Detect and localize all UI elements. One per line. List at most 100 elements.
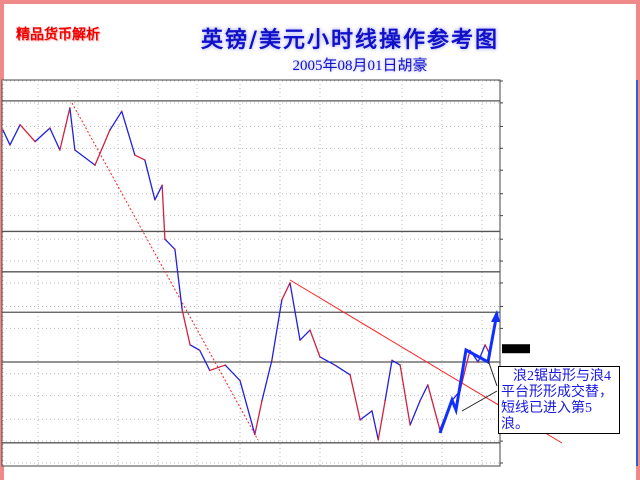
- price-point: [208, 369, 211, 372]
- price-point: [391, 359, 393, 362]
- price-point: [94, 164, 96, 166]
- price-segment: [121, 111, 136, 156]
- price-segment: [209, 364, 226, 372]
- price-point: [189, 344, 191, 346]
- price-segment: [189, 344, 201, 351]
- pointer-line: [487, 359, 498, 387]
- page-title: 英镑/美元小时线操作参考图: [200, 27, 500, 53]
- price-point: [427, 384, 429, 386]
- price-point: [477, 361, 479, 363]
- price-point: [154, 199, 156, 201]
- price-segment: [181, 309, 191, 346]
- price-point: [181, 309, 183, 311]
- price-segment: [174, 249, 183, 310]
- price-segment: [349, 374, 361, 421]
- price-point: [254, 433, 256, 436]
- price-segment: [154, 185, 163, 201]
- price-segment: [261, 360, 273, 401]
- price-point: [161, 184, 163, 187]
- price-segment: [239, 380, 256, 435]
- price-segment: [391, 359, 401, 366]
- price-segment: [419, 384, 429, 402]
- price-segment: [271, 299, 283, 361]
- price-segment: [144, 159, 156, 200]
- price-point: [289, 282, 291, 284]
- price-segment: [161, 185, 166, 240]
- price-point: [319, 356, 321, 358]
- price-point: [120, 110, 123, 113]
- price-point: [9, 144, 11, 146]
- current-price-box: [502, 344, 530, 354]
- price-segment: [359, 410, 373, 421]
- price-point: [261, 399, 263, 402]
- price-point: [409, 424, 411, 426]
- price-point: [299, 339, 301, 341]
- price-point: [174, 248, 176, 251]
- price-segment: [59, 107, 71, 151]
- price-segment: [409, 400, 421, 426]
- price-point: [59, 149, 61, 151]
- price-point: [371, 410, 373, 412]
- price-segment: [384, 360, 393, 401]
- price-point: [334, 364, 336, 366]
- price-point: [49, 127, 51, 129]
- price-segment: [289, 282, 301, 341]
- price-segment: [377, 400, 386, 440]
- price-point: [164, 238, 166, 240]
- price-point: [384, 399, 386, 402]
- wave-annotation: 浪2锯齿形与浪4平台形形成交替，短线已进入第5浪。: [498, 366, 620, 434]
- price-point: [419, 399, 421, 402]
- price-segment: [299, 329, 311, 341]
- price-segment: [199, 349, 211, 371]
- price-segment: [69, 107, 76, 151]
- price-point: [34, 140, 36, 143]
- price-segment: [254, 400, 263, 435]
- arrowhead-icon: [491, 310, 500, 322]
- price-segment: [281, 282, 291, 301]
- wave-projection-line: [438, 312, 499, 434]
- price-point: [144, 159, 146, 161]
- price-segment: [19, 124, 36, 143]
- price-point: [484, 344, 486, 346]
- price-segment: [319, 356, 336, 366]
- price-point: [271, 359, 273, 362]
- price-point: [109, 129, 111, 131]
- price-point: [69, 107, 71, 109]
- price-point: [2, 129, 4, 131]
- price-segment: [2, 129, 11, 146]
- price-point: [224, 364, 227, 366]
- price-segment: [9, 124, 21, 146]
- price-point: [349, 374, 351, 376]
- price-segment: [49, 127, 61, 151]
- price-point: [281, 298, 283, 301]
- price-segment: [164, 238, 176, 250]
- price-point: [198, 349, 201, 352]
- brand-label: 精品货币解析: [16, 27, 100, 43]
- price-point: [239, 379, 241, 382]
- price-segment: [427, 384, 441, 430]
- plot-area: [1, 79, 501, 467]
- price-segment: [371, 410, 379, 440]
- price-segment: [134, 154, 146, 161]
- scrollbar-edge: [636, 80, 638, 466]
- dashed-trendline: [71, 102, 259, 441]
- price-point: [74, 149, 76, 151]
- page-subtitle: 2005年08月01日胡豪: [292, 58, 428, 74]
- price-segment: [477, 344, 486, 363]
- price-point: [134, 154, 136, 156]
- price-point: [399, 364, 401, 366]
- price-point: [377, 438, 380, 441]
- pointer-line: [461, 390, 498, 412]
- price-segment: [224, 364, 241, 381]
- price-segment: [309, 329, 321, 358]
- price-segment: [334, 364, 351, 376]
- price-segment: [74, 149, 96, 166]
- price-point: [19, 123, 21, 126]
- price-segment: [94, 129, 111, 166]
- price-segment: [399, 364, 411, 426]
- price-segment: [109, 110, 123, 131]
- price-point: [309, 329, 311, 331]
- price-point: [359, 419, 361, 421]
- price-segment: [34, 127, 51, 143]
